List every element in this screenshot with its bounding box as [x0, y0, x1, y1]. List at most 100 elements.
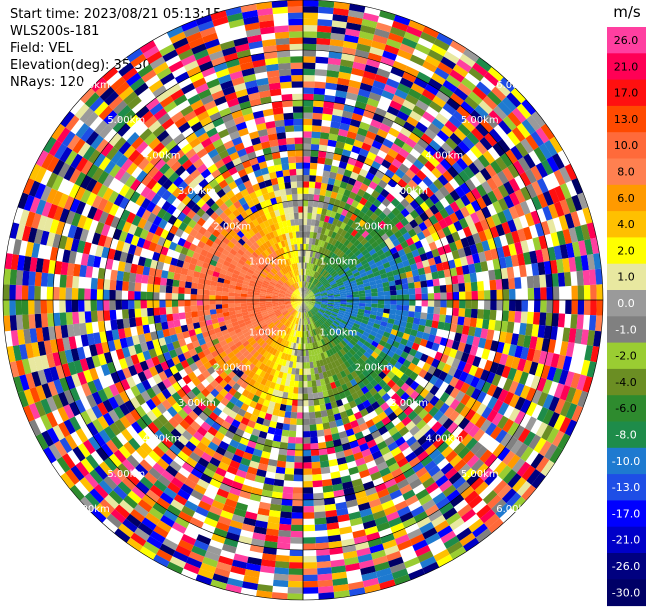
- velocity-gate: [347, 251, 355, 259]
- velocity-gate: [525, 183, 538, 199]
- velocity-gate: [363, 241, 372, 249]
- velocity-gate: [434, 399, 445, 411]
- velocity-gate: [327, 203, 334, 211]
- velocity-gate: [442, 363, 452, 374]
- velocity-gate: [366, 492, 380, 503]
- velocity-gate: [385, 229, 395, 238]
- velocity-gate: [317, 201, 324, 209]
- velocity-gate: [542, 394, 554, 410]
- velocity-gate: [432, 453, 446, 466]
- velocity-gate: [525, 387, 537, 402]
- velocity-gate: [326, 335, 333, 342]
- velocity-gate: [310, 156, 319, 164]
- velocity-gate: [295, 368, 300, 375]
- velocity-gate: [428, 509, 443, 522]
- velocity-gate: [157, 474, 171, 488]
- velocity-gate: [371, 340, 379, 348]
- velocity-gate: [203, 431, 215, 442]
- velocity-gate: [295, 343, 299, 350]
- velocity-gate: [240, 402, 250, 412]
- velocity-gate: [401, 283, 409, 290]
- velocity-gate: [404, 327, 412, 335]
- velocity-gate: [276, 364, 282, 372]
- velocity-gate: [127, 490, 142, 505]
- velocity-gate: [286, 306, 293, 311]
- velocity-gate: [323, 196, 331, 204]
- velocity-gate: [413, 430, 425, 441]
- velocity-gate: [143, 541, 160, 555]
- velocity-gate: [306, 281, 309, 289]
- velocity-gate: [316, 259, 321, 266]
- velocity-gate: [335, 327, 342, 334]
- velocity-gate: [340, 300, 347, 303]
- velocity-gate: [347, 274, 355, 280]
- velocity-gate: [434, 211, 444, 222]
- velocity-gate: [481, 180, 493, 194]
- velocity-gate: [328, 133, 339, 142]
- velocity-gate: [281, 309, 288, 314]
- velocity-gate: [423, 266, 432, 275]
- velocity-gate: [65, 468, 80, 485]
- velocity-gate: [486, 383, 498, 397]
- velocity-gate: [275, 357, 281, 365]
- velocity-gate: [322, 170, 331, 178]
- velocity-gate: [511, 126, 526, 143]
- velocity-gate: [436, 32, 453, 46]
- velocity-gate: [314, 279, 319, 286]
- velocity-gate: [330, 312, 338, 318]
- velocity-gate: [481, 240, 491, 252]
- velocity-gate: [351, 310, 359, 315]
- velocity-gate: [403, 556, 420, 569]
- velocity-gate: [336, 134, 347, 144]
- velocity-gate: [432, 492, 447, 505]
- velocity-gate: [118, 403, 131, 416]
- velocity-gate: [524, 212, 535, 227]
- velocity-gate: [421, 332, 430, 341]
- velocity-gate: [106, 513, 123, 529]
- velocity-gate: [333, 583, 349, 593]
- velocity-gate: [510, 87, 526, 104]
- velocity-gate: [160, 314, 168, 323]
- velocity-gate: [394, 230, 403, 239]
- velocity-gate: [294, 462, 303, 469]
- velocity-gate: [375, 355, 384, 363]
- velocity-gate: [369, 387, 378, 397]
- velocity-gate: [482, 490, 498, 505]
- velocity-gate: [514, 345, 524, 359]
- velocity-gate: [285, 327, 291, 335]
- velocity-gate: [246, 297, 254, 300]
- velocity-gate: [401, 142, 414, 154]
- velocity-gate: [400, 315, 408, 323]
- velocity-gate: [446, 489, 461, 503]
- velocity-gate: [333, 198, 342, 207]
- velocity-gate: [206, 402, 217, 412]
- velocity-gate: [312, 206, 318, 214]
- velocity-gate: [170, 476, 184, 489]
- velocity-gate: [226, 577, 244, 588]
- velocity-gate: [449, 494, 465, 508]
- velocity-gate: [456, 157, 469, 171]
- velocity-gate: [434, 300, 441, 308]
- velocity-gate: [307, 290, 312, 296]
- velocity-gate: [454, 402, 466, 414]
- velocity-gate: [420, 312, 428, 320]
- velocity-gate: [444, 120, 458, 133]
- velocity-gate: [315, 232, 321, 240]
- velocity-gate: [471, 523, 488, 538]
- velocity-gate: [405, 203, 415, 214]
- velocity-gate: [137, 499, 153, 513]
- velocity-gate: [148, 467, 162, 480]
- velocity-gate: [385, 193, 396, 203]
- velocity-gate: [346, 302, 353, 306]
- velocity-gate: [357, 357, 365, 366]
- velocity-gate: [292, 499, 303, 507]
- velocity-gate: [350, 355, 358, 364]
- velocity-gate: [493, 479, 508, 495]
- velocity-gate: [385, 511, 400, 522]
- velocity-gate: [577, 300, 585, 315]
- velocity-gate: [395, 309, 403, 316]
- velocity-gate: [196, 478, 210, 490]
- velocity-gate: [327, 301, 335, 304]
- velocity-gate: [128, 300, 135, 310]
- velocity-gate: [316, 31, 332, 39]
